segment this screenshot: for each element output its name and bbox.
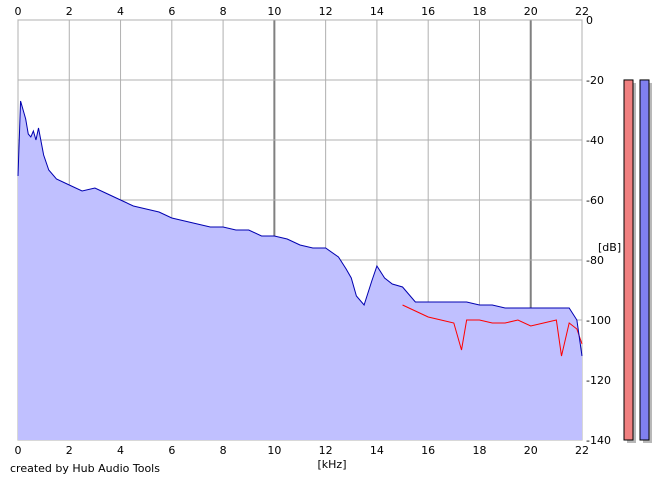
x-tick-label-top: 10: [267, 5, 281, 18]
x-tick-label-top: 8: [220, 5, 227, 18]
x-tick-label-bottom: 16: [421, 444, 435, 457]
x-tick-labels-bottom: 0 2 4 6 8 10 12 14 16 18 20 22: [15, 444, 590, 457]
x-tick-label-bottom: 0: [15, 444, 22, 457]
y-tick-labels-right: 0 -20 -40 -60 -80 -100 -120 -140: [586, 14, 611, 447]
x-tick-label-bottom: 20: [524, 444, 538, 457]
x-tick-label-top: 2: [66, 5, 73, 18]
x-tick-label-top: 0: [15, 5, 22, 18]
level-meter-bar: [623, 79, 634, 441]
x-tick-label-bottom: 4: [117, 444, 124, 457]
y-tick-label: -80: [586, 254, 604, 267]
x-tick-label-bottom: 14: [370, 444, 384, 457]
x-tick-label-bottom: 10: [267, 444, 281, 457]
level-meter-bar: [639, 79, 650, 441]
x-tick-label-top: 22: [575, 5, 589, 18]
y-tick-label: -120: [586, 374, 611, 387]
y-tick-label: 0: [586, 14, 593, 27]
x-tick-label-top: 12: [319, 5, 333, 18]
credit-text: created by Hub Audio Tools: [10, 462, 160, 475]
x-tick-label-bottom: 2: [66, 444, 73, 457]
y-tick-label: -100: [586, 314, 611, 327]
y-tick-label: -140: [586, 434, 611, 447]
x-tick-label-bottom: 12: [319, 444, 333, 457]
x-tick-label-bottom: 18: [472, 444, 486, 457]
x-tick-label-bottom: 8: [220, 444, 227, 457]
x-tick-label-top: 18: [472, 5, 486, 18]
y-tick-label: -20: [586, 74, 604, 87]
x-tick-label-top: 4: [117, 5, 124, 18]
x-axis-label: [kHz]: [318, 458, 347, 471]
spectrum-area-fill: [18, 101, 582, 440]
x-tick-label-top: 20: [524, 5, 538, 18]
x-tick-label-bottom: 22: [575, 444, 589, 457]
y-tick-label: -40: [586, 134, 604, 147]
x-tick-label-top: 16: [421, 5, 435, 18]
x-tick-label-bottom: 6: [168, 444, 175, 457]
series-blue-line: [17, 100, 583, 357]
level-meters: [623, 79, 652, 443]
x-tick-labels-top: 0 2 4 6 8 10 12 14 16 18 20 22: [15, 5, 590, 18]
x-tick-label-top: 6: [168, 5, 175, 18]
y-tick-label: -60: [586, 194, 604, 207]
x-tick-label-top: 14: [370, 5, 384, 18]
series-red-line: [402, 304, 583, 357]
y-axis-label: [dB]: [598, 241, 621, 254]
